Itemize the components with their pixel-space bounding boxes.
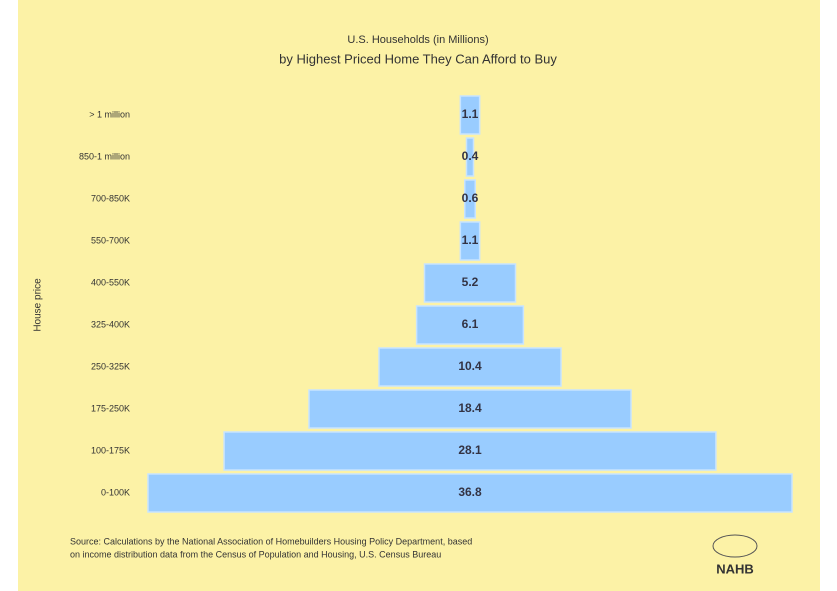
chart-title: U.S. Households (in Millions): [347, 34, 488, 46]
bar: [415, 305, 525, 345]
category-label: 325-400K: [91, 319, 130, 329]
value-label: 28.1: [458, 443, 482, 457]
value-label: 6.1: [462, 317, 479, 331]
category-label: > 1 million: [89, 109, 130, 119]
y-axis-label: House price: [33, 278, 44, 332]
category-label: 100-175K: [91, 445, 130, 455]
category-label: 400-550K: [91, 277, 130, 287]
bar: [308, 389, 632, 429]
bar: [459, 221, 481, 261]
value-label: 1.1: [462, 233, 479, 247]
category-label: 0-100K: [101, 487, 130, 497]
source-line: Source: Calculations by the National Ass…: [70, 536, 472, 546]
category-label: 250-325K: [91, 361, 130, 371]
category-label: 175-250K: [91, 403, 130, 413]
value-label: 1.1: [462, 107, 479, 121]
value-label: 0.4: [462, 149, 479, 163]
bar: [223, 431, 717, 471]
value-label: 18.4: [458, 401, 482, 415]
source-line: on income distribution data from the Cen…: [70, 549, 441, 559]
value-label: 0.6: [462, 191, 479, 205]
bar: [464, 179, 476, 219]
category-label: 550-700K: [91, 235, 130, 245]
logo: NAHB: [716, 561, 754, 576]
bar: [147, 473, 793, 513]
logo-mark: [712, 534, 758, 558]
value-label: 10.4: [458, 359, 482, 373]
chart-subtitle: by Highest Priced Home They Can Afford t…: [279, 51, 557, 66]
bar: [423, 263, 517, 303]
bar: [465, 137, 475, 177]
category-label: 850-1 million: [79, 151, 130, 161]
value-label: 5.2: [462, 275, 479, 289]
value-label: 36.8: [458, 485, 482, 499]
bar: [459, 95, 481, 135]
bar: [378, 347, 562, 387]
category-label: 700-850K: [91, 193, 130, 203]
